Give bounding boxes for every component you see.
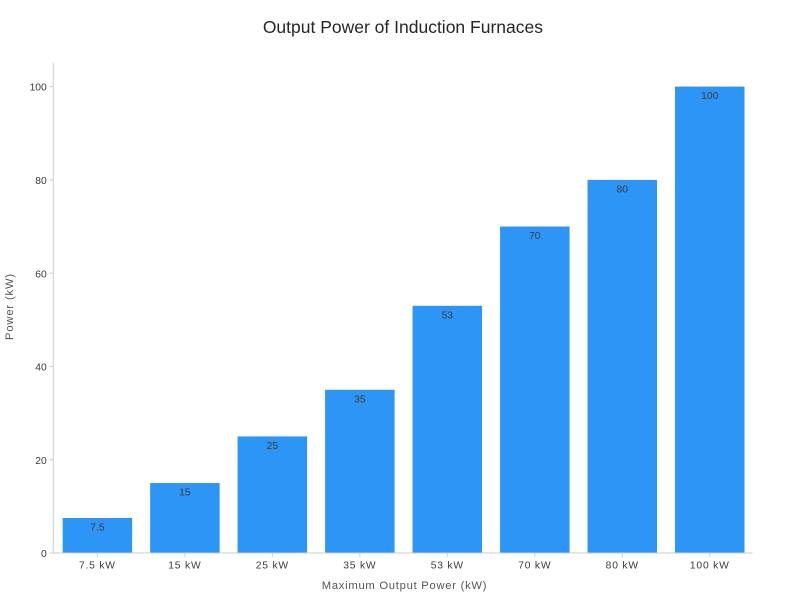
svg-text:15: 15 [179,488,191,499]
svg-text:80 kW: 80 kW [606,560,639,571]
svg-text:0: 0 [41,549,47,560]
svg-text:80: 80 [617,184,629,195]
svg-text:Power (kW): Power (kW) [4,273,16,340]
svg-text:70: 70 [529,231,541,242]
svg-text:Output Power of Induction Furn: Output Power of Induction Furnaces [263,17,543,37]
svg-text:40: 40 [35,363,47,374]
svg-text:100: 100 [701,91,718,102]
svg-text:100: 100 [30,83,47,94]
svg-text:20: 20 [35,456,47,467]
svg-text:Maximum Output Power (kW): Maximum Output Power (kW) [322,580,487,592]
svg-text:35 kW: 35 kW [343,560,376,571]
svg-text:60: 60 [35,269,47,280]
svg-text:35: 35 [354,394,366,405]
svg-text:25: 25 [267,441,279,452]
svg-text:7.5 kW: 7.5 kW [79,560,116,571]
svg-text:70 kW: 70 kW [518,560,551,571]
svg-text:53: 53 [442,310,454,321]
svg-text:80: 80 [35,176,47,187]
svg-text:53 kW: 53 kW [431,560,464,571]
svg-text:100 kW: 100 kW [690,560,730,571]
svg-text:7.5: 7.5 [90,523,105,534]
svg-text:25 kW: 25 kW [256,560,289,571]
svg-text:15 kW: 15 kW [168,560,201,571]
